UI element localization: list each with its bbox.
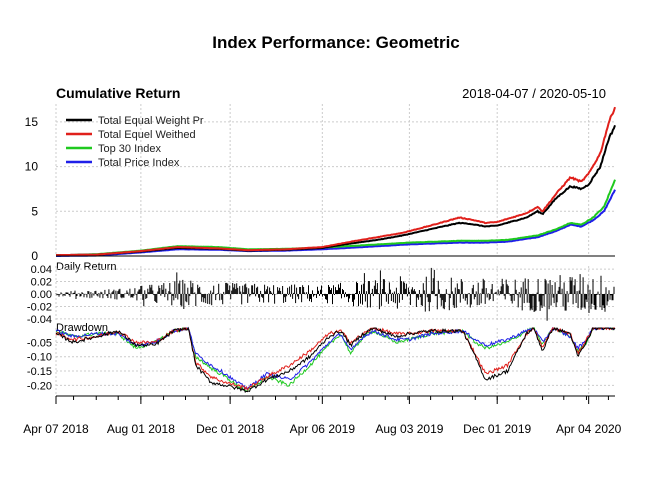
y-tick-label-cumulative: 5 (31, 204, 38, 218)
y-tick-label-cumulative: 0 (31, 249, 38, 263)
x-tick-label: Dec 01 2019 (463, 422, 531, 436)
date-range-label: 2018-04-07 / 2020-05-10 (462, 86, 606, 101)
x-tick-label: Apr 04 2020 (556, 422, 622, 436)
axes-layer: Apr 07 2018 Aug 01 2018 Dec 01 2018 Apr 06 … (23, 115, 621, 436)
y-tick-label-drawdown: -0.15 (27, 366, 52, 378)
y-tick-label-daily-return: 0.04 (31, 264, 52, 276)
y-tick-label-cumulative: 10 (25, 160, 39, 174)
cumulative-line-1 (56, 106, 616, 257)
y-tick-label-cumulative: 15 (25, 115, 39, 129)
x-tick-label: Apr 07 2018 (23, 422, 89, 436)
panel-title-cumulative-return: Cumulative Return (56, 85, 180, 101)
panel-title-daily-return: Daily Return (56, 261, 117, 273)
legend-label: Total Equel Weithed (98, 129, 196, 141)
x-tick-label: Aug 03 2019 (375, 422, 443, 436)
x-tick-label: Apr 06 2019 (290, 422, 356, 436)
y-tick-label-daily-return: 0.00 (31, 289, 52, 301)
y-tick-label-daily-return: -0.02 (27, 301, 52, 313)
x-tick-label: Dec 01 2018 (196, 422, 264, 436)
series-layer (55, 106, 616, 393)
y-tick-label-daily-return: -0.04 (27, 314, 52, 326)
y-tick-label-drawdown: -0.20 (27, 380, 52, 392)
drawdown-line-0 (55, 326, 616, 393)
chart-title: Index Performance: Geometric (212, 33, 460, 52)
panel-title-drawdown: Drawdown (56, 322, 108, 334)
y-tick-label-drawdown: -0.05 (27, 337, 52, 349)
y-tick-label-daily-return: 0.02 (31, 277, 52, 289)
legend-label: Top 30 Index (98, 143, 161, 155)
legend-label: Total Equal Weight Pr (98, 115, 204, 127)
x-tick-label: Aug 01 2018 (107, 422, 175, 436)
legend: Total Equal Weight Pr Total Equel Weithed… (66, 115, 204, 169)
legend-label: Total Price Index (98, 157, 180, 169)
y-tick-label-drawdown: -0.10 (27, 352, 52, 364)
